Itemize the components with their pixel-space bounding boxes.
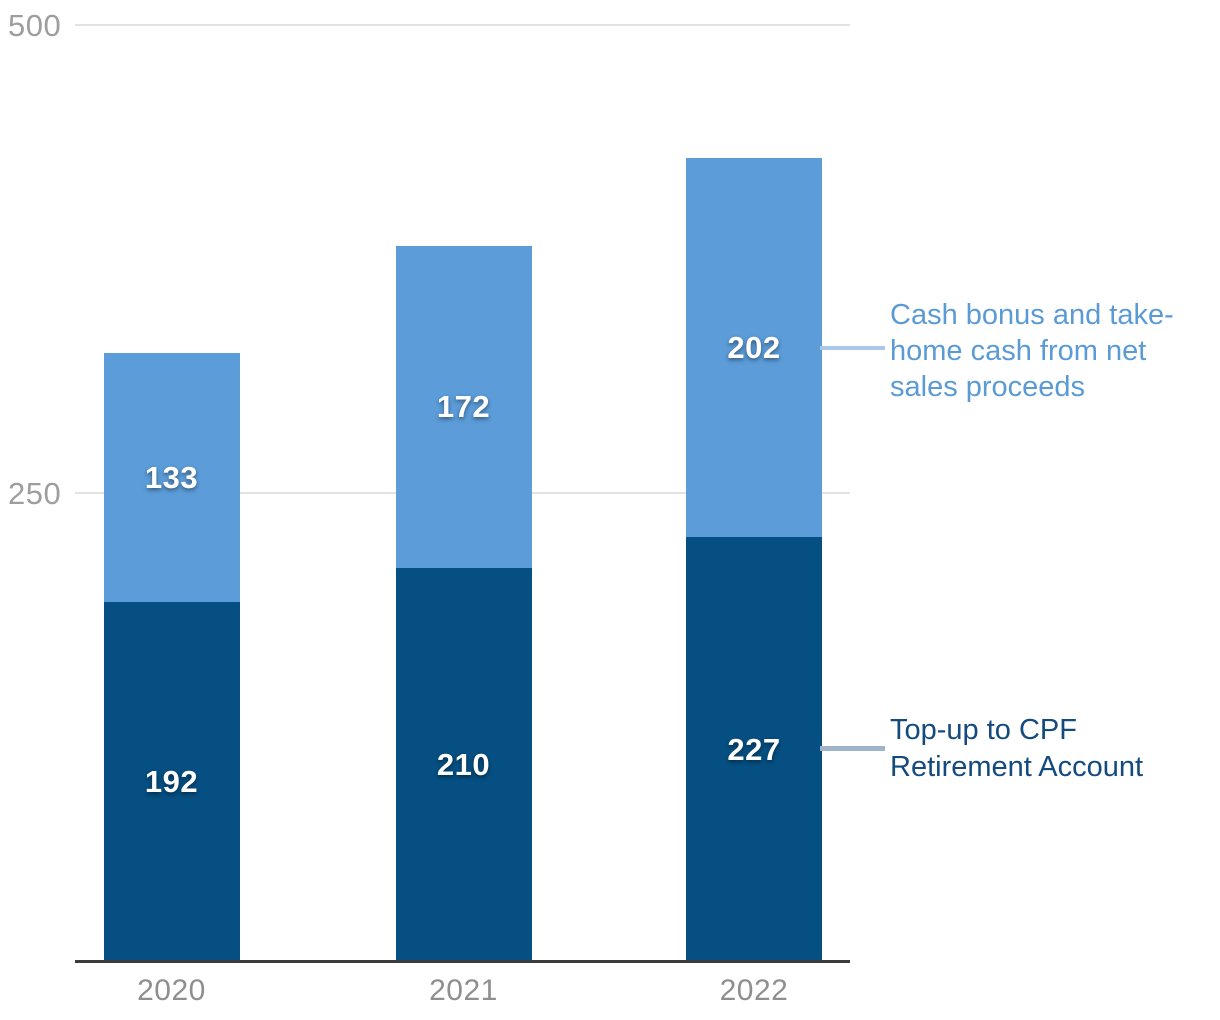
series-label-cash-line-3: sales proceeds (890, 371, 1086, 403)
series-label-cash-line-1: Cash bonus and take- (890, 299, 1174, 331)
x-axis-tick-2021: 2021 (429, 974, 498, 1007)
bar-segment-cpf-topup-2020 (103, 602, 240, 962)
connector-line-cpf-series (820, 746, 885, 751)
x-axis-tick-2020: 2020 (137, 974, 206, 1007)
connector-line-cash-series (820, 346, 885, 350)
bar-value-label-cash-2021: 172 (436, 389, 491, 424)
bar-segment-cpf-topup-2021 (395, 568, 532, 962)
bar-value-label-cash-2022: 202 (727, 329, 781, 365)
bar-segment-cash-bonus-2022 (686, 158, 822, 537)
gridline-500 (75, 24, 850, 26)
x-axis-line (75, 960, 850, 963)
bar-value-label-cpf-2021: 210 (436, 747, 491, 782)
y-axis-tick-250: 250 (8, 476, 62, 511)
series-label-cash-bonus: Cash bonus and take- home cash from net … (890, 297, 1174, 405)
y-axis-tick-500: 500 (8, 8, 62, 43)
series-label-cpf-line-2: Retirement Account (890, 751, 1144, 783)
bar-value-label-cpf-2022: 227 (727, 731, 781, 767)
bar-segment-cpf-topup-2022 (686, 537, 822, 962)
series-label-cash-line-2: home cash from net (890, 335, 1147, 367)
x-axis-tick-2022: 2022 (719, 974, 789, 1007)
series-label-cpf-topup: Top-up to CPF Retirement Account (890, 712, 1143, 786)
bar-value-label-cash-2020: 133 (144, 459, 199, 495)
bar-segment-cash-bonus-2021 (395, 246, 532, 568)
bar-segment-cash-bonus-2020 (103, 353, 240, 602)
series-label-cpf-line-1: Top-up to CPF (890, 714, 1077, 746)
bar-value-label-cpf-2020: 192 (144, 764, 199, 799)
